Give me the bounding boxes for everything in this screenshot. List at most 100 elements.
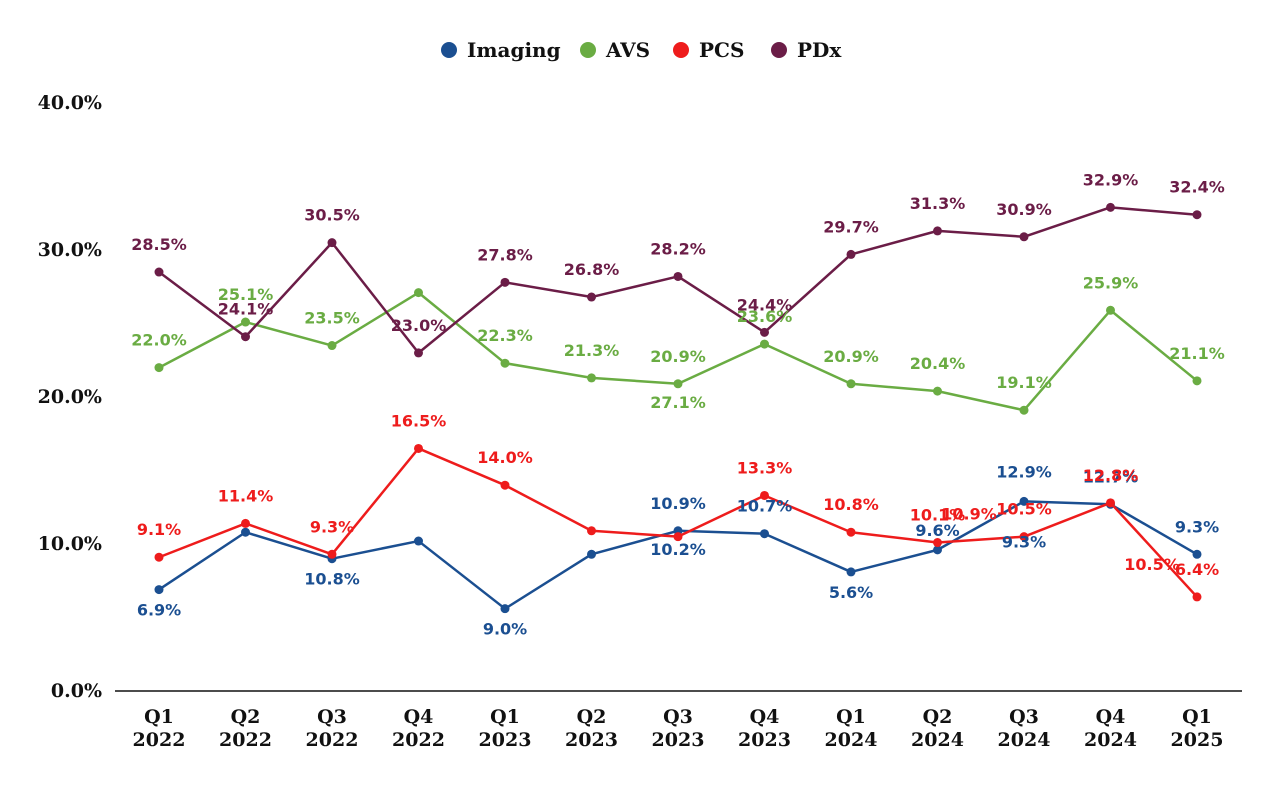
data-label-pcs: 11.4% (218, 486, 274, 505)
x-tick-label: 2024 (825, 729, 878, 751)
y-tick-label: 30.0% (38, 239, 102, 261)
data-label-pdx: 32.4% (1169, 178, 1225, 197)
data-label-avs: 19.1% (996, 373, 1052, 392)
data-point-avs (933, 386, 942, 396)
data-point-pcs (1192, 592, 1202, 602)
data-point-avs (500, 358, 510, 368)
x-tick-label: Q4 (404, 706, 434, 728)
data-point-imaging (1019, 496, 1029, 506)
x-tick-label: Q2 (577, 706, 607, 728)
data-label-avs: 23.6% (737, 307, 793, 326)
data-label-imaging: 12.9% (996, 462, 1052, 481)
data-point-imaging (500, 604, 510, 614)
data-label-pcs: 10.1% (910, 506, 966, 525)
data-point-pcs (1019, 532, 1029, 542)
data-label-avs: 25.1% (218, 285, 274, 304)
x-tick-label: Q1 (1182, 706, 1212, 728)
data-label-avs: 23.5% (304, 309, 360, 328)
y-tick-label: 40.0% (38, 92, 102, 114)
data-point-avs (327, 341, 337, 351)
data-point-avs (673, 379, 683, 389)
data-label-avs: 25.9% (1083, 273, 1139, 292)
legend-marker-imaging (441, 42, 457, 58)
data-label-imaging: 12.7% (1083, 467, 1139, 486)
x-tick-label: 2022 (392, 729, 445, 751)
data-point-pdx (587, 292, 596, 302)
data-label-pcs: 10.8% (823, 495, 879, 514)
x-tick-label: Q4 (750, 706, 780, 728)
data-label-imaging: 9.0% (483, 620, 527, 639)
data-point-pdx (760, 327, 769, 337)
data-label-avs: 22.0% (131, 331, 187, 350)
data-label-pcs: 9.3% (310, 517, 354, 536)
x-tick-label: Q1 (144, 706, 174, 728)
data-point-pdx (846, 249, 856, 259)
data-label-avs: 20.9% (823, 347, 879, 366)
x-tick-label: Q1 (490, 706, 520, 728)
data-label-imaging: 6.9% (137, 601, 181, 620)
data-label-pdx: 24.4% (737, 295, 793, 314)
data-point-pdx (933, 226, 942, 236)
data-label-imaging: 10.2% (650, 540, 706, 559)
data-point-pcs (241, 518, 250, 528)
legend: Imaging AVS PCS PDx (441, 38, 842, 62)
data-point-imaging (154, 585, 164, 595)
data-point-avs (414, 288, 423, 298)
x-tick-label: 2023 (565, 729, 618, 751)
data-label-pcs: 10.9% (941, 505, 997, 524)
x-tick-label: 2024 (1084, 729, 1137, 751)
data-label-avs: 20.4% (910, 354, 966, 373)
data-label-pdx: 29.7% (823, 217, 879, 236)
data-label-avs: 20.9% (650, 347, 706, 366)
data-point-avs (1106, 305, 1115, 315)
x-axis: Q12022Q22022Q32022Q42022Q12023Q22023Q320… (133, 706, 1224, 751)
y-tick-label: 10.0% (38, 533, 102, 555)
data-label-imaging: 5.6% (829, 583, 873, 602)
x-tick-label: Q2 (923, 706, 953, 728)
data-label-pdx: 28.2% (650, 239, 706, 258)
data-point-pdx (414, 348, 423, 358)
data-label-avs: 27.1% (650, 393, 706, 412)
data-point-pdx (154, 267, 164, 277)
x-tick-label: Q2 (231, 706, 261, 728)
data-point-imaging (846, 567, 856, 577)
data-point-pdx (673, 271, 683, 281)
data-label-pcs: 14.0% (477, 448, 533, 467)
data-point-pcs (500, 480, 510, 490)
data-point-pcs (1106, 498, 1115, 508)
data-point-pcs (933, 538, 942, 548)
data-label-pcs: 13.3% (737, 458, 793, 477)
data-point-avs (1192, 376, 1202, 386)
y-tick-label: 0.0% (51, 680, 102, 702)
x-tick-label: 2024 (911, 729, 964, 751)
data-label-pdx: 31.3% (910, 194, 966, 213)
data-label-pdx: 32.9% (1083, 170, 1139, 189)
data-labels: 6.9% 10.8% 9.0% 10.9% 10.7% 5.6% 9.6% 12.9% 12.7… (131, 170, 1225, 638)
data-label-pcs: 6.4% (1175, 560, 1219, 579)
legend-marker-pdx (771, 42, 787, 58)
data-label-avs: 22.3% (477, 326, 533, 345)
data-label-imaging: 9.3% (1002, 532, 1046, 551)
data-label-pcs: 10.5% (996, 500, 1052, 519)
x-tick-label: Q3 (317, 706, 347, 728)
x-tick-label: Q1 (836, 706, 866, 728)
data-point-pdx (500, 277, 510, 287)
data-point-avs (587, 373, 596, 383)
data-point-imaging (414, 536, 423, 546)
data-label-imaging: 10.8% (304, 570, 360, 589)
data-label-pdx: 27.8% (477, 245, 533, 264)
x-tick-label: Q4 (1096, 706, 1126, 728)
y-axis: 0.0% 10.0% 20.0% 30.0% 40.0% (38, 92, 102, 702)
data-point-avs (846, 379, 856, 389)
data-point-avs (241, 317, 250, 327)
data-point-pdx (1019, 232, 1029, 242)
data-point-avs (154, 363, 164, 373)
data-label-pdx: 24.1% (218, 300, 274, 319)
data-label-imaging: 9.3% (1175, 517, 1219, 536)
data-point-imaging (1192, 549, 1202, 559)
data-point-avs (760, 339, 769, 349)
data-point-pcs (673, 532, 683, 542)
legend-marker-pcs (673, 42, 689, 58)
x-tick-label: 2023 (738, 729, 791, 751)
legend-label-avs: AVS (605, 38, 650, 62)
